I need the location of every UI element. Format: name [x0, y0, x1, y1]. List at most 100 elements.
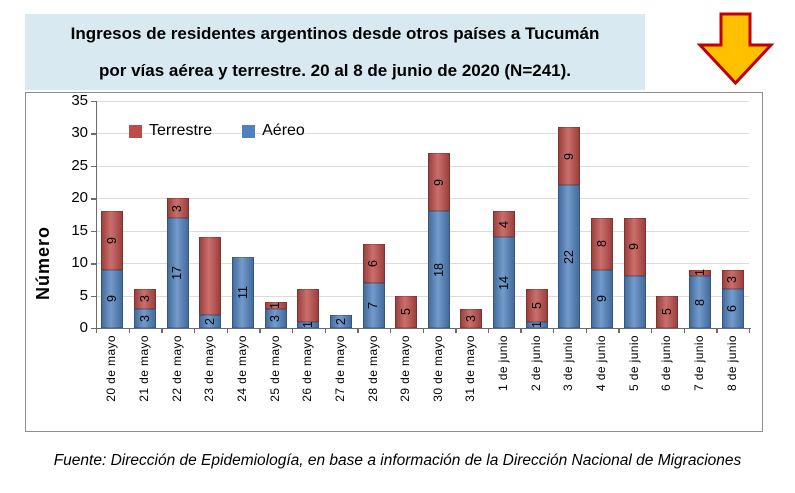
down-arrow-svg: [696, 12, 775, 86]
bar-value-label: 6: [725, 305, 740, 312]
bar-value-label: 3: [725, 275, 740, 283]
legend-item: Terrestre: [129, 122, 212, 140]
x-axis-tick: [357, 328, 359, 333]
title-line-1: Ingresos de residentes argentinos desde …: [70, 24, 600, 43]
bar-segment-terrestre: 5: [395, 295, 418, 328]
y-axis-tick: [91, 101, 96, 103]
bar-value-label: 6: [366, 259, 381, 267]
legend-swatch-icon: [242, 124, 256, 138]
y-tick-label: 35: [71, 92, 88, 109]
x-axis-tick: [487, 328, 490, 333]
bar-segment-terrestre: 4: [493, 211, 516, 238]
gridline: [96, 101, 749, 102]
y-axis-tick: [91, 328, 96, 330]
x-tick-label: 30 de mayo: [430, 335, 445, 402]
x-axis-tick: [749, 328, 751, 333]
bar-segment-aereo: 1: [525, 321, 548, 329]
bar-value-label: 3: [137, 314, 152, 322]
y-tick-label: 15: [71, 221, 88, 239]
y-tick-label: 10: [71, 254, 88, 272]
bar-value-label: 8: [692, 298, 707, 306]
y-tick-label: 20: [71, 189, 88, 207]
bar-value-label: 1: [300, 321, 315, 329]
bar-segment-aereo: 8: [689, 276, 712, 328]
x-tick-label: 26 de mayo: [300, 335, 315, 402]
y-axis-tick: [91, 198, 96, 200]
bar-segment-aereo: 6: [721, 289, 744, 328]
bar-value-label: 5: [529, 301, 544, 309]
bar-segment-terrestre: [297, 289, 320, 322]
bar-segment-terrestre: 9: [558, 126, 581, 186]
bar-segment-aereo: 14: [493, 237, 516, 328]
x-axis-tick: [324, 328, 326, 333]
bar-segment-aereo: 2: [329, 315, 352, 328]
bar-segment-aereo: 11: [231, 256, 254, 328]
legend-label: Aéreo: [262, 122, 305, 139]
bar-segment-aereo: 22: [558, 185, 581, 328]
x-tick-label: 8 de junio: [724, 335, 739, 392]
y-axis-tick: [91, 165, 96, 168]
bar-value-label: 4: [496, 220, 511, 228]
gridline: [96, 230, 749, 232]
x-axis-tick: [585, 328, 588, 333]
x-tick-label: 28 de mayo: [365, 335, 380, 402]
x-axis-tick: [422, 328, 424, 333]
bar-value-label: 9: [105, 236, 120, 244]
bar-value-label: 2: [333, 318, 348, 325]
bar-segment-terrestre: 3: [166, 198, 189, 218]
x-axis-tick: [193, 328, 196, 333]
x-tick-label: 21 de mayo: [136, 335, 151, 402]
x-axis-tick: [226, 328, 228, 333]
legend-item: Aéreo: [242, 122, 305, 140]
bar-segment-aereo: 9: [591, 269, 614, 328]
bar-value-label: 1: [268, 301, 283, 309]
bar-segment-terrestre: 5: [656, 295, 679, 328]
x-tick-label: 25 de mayo: [267, 335, 282, 402]
x-tick-label: 20 de mayo: [104, 335, 119, 402]
bar-segment-terrestre: 6: [362, 243, 385, 283]
bar-value-label: 9: [627, 243, 642, 251]
bar-value-label: 8: [594, 240, 609, 248]
bar-value-label: 9: [594, 295, 609, 303]
x-tick-label: 23 de mayo: [202, 335, 217, 402]
legend-label: Terrestre: [149, 122, 213, 139]
x-axis-tick: [259, 328, 261, 333]
bar-value-label: 17: [170, 265, 185, 280]
bar-segment-terrestre: 9: [427, 152, 450, 212]
title-line-2: por vías aérea y terrestre. 20 al 8 de j…: [99, 61, 571, 80]
bar-segment-terrestre: 9: [101, 211, 124, 270]
bar-value-label: 3: [464, 314, 479, 322]
gridline: [96, 263, 749, 265]
bar-segment-terrestre: 5: [525, 289, 548, 322]
x-axis-tick: [553, 328, 555, 333]
x-axis-tick: [455, 328, 457, 333]
bar-value-label: 1: [529, 321, 544, 329]
bar-value-label: 3: [268, 314, 283, 322]
x-axis-tick: [128, 328, 131, 333]
source-text: Fuente: Dirección de Epidemiología, en b…: [53, 452, 742, 469]
x-axis-tick: [618, 328, 620, 333]
bar-segment-aereo: 1: [297, 321, 320, 329]
bar-segment-aereo: 7: [362, 282, 385, 328]
x-tick-label: 3 de junio: [561, 335, 576, 392]
bar-value-label: 9: [105, 295, 120, 303]
x-tick-label: 31 de mayo: [463, 335, 478, 402]
y-axis-line: [96, 101, 98, 333]
x-tick-label: 1 de junio: [496, 335, 511, 392]
bar-segment-terrestre: [199, 237, 222, 316]
gridline: [96, 295, 749, 297]
x-axis-tick: [651, 328, 653, 333]
bar-value-label: 14: [496, 275, 511, 290]
x-tick-label: 22 de mayo: [169, 335, 184, 402]
bar-segment-terrestre: 1: [689, 269, 712, 276]
bar-segment-terrestre: 3: [721, 269, 744, 290]
x-tick-label: 27 de mayo: [332, 335, 347, 402]
bar-segment-aereo: 18: [427, 211, 450, 328]
bar-value-label: 3: [137, 295, 152, 303]
bar-value-label: 2: [203, 318, 218, 325]
x-axis-tick: [716, 328, 718, 333]
bar-value-label: 5: [398, 308, 413, 316]
y-axis-tick: [91, 230, 96, 233]
bar-segment-aereo: 9: [101, 269, 124, 328]
